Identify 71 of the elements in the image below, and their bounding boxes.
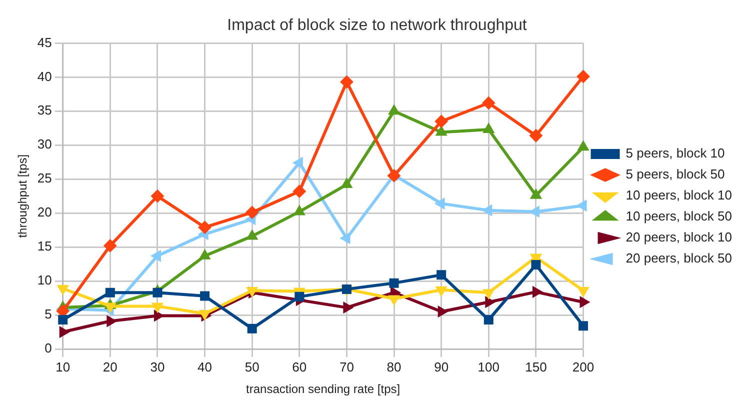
point [294, 205, 306, 216]
point [484, 315, 494, 325]
point [434, 114, 448, 128]
point [531, 260, 541, 270]
y-tick-label: 5 [44, 306, 52, 322]
point [343, 302, 354, 314]
point [436, 270, 446, 280]
y-tick-label: 35 [37, 102, 52, 118]
point [532, 286, 542, 298]
legend-label: 20 peers, block 10 [626, 230, 732, 245]
point [247, 324, 257, 334]
point [154, 310, 164, 322]
legend-label: 10 peers, block 10 [626, 188, 732, 203]
point [292, 184, 306, 198]
point [580, 296, 590, 308]
point [199, 249, 210, 260]
point [388, 169, 401, 182]
point [58, 315, 68, 325]
point [578, 321, 588, 331]
point [246, 206, 259, 219]
point [340, 75, 354, 88]
legend-label: 20 peers, block 50 [626, 250, 732, 266]
point [389, 278, 399, 288]
point [106, 315, 117, 327]
point [152, 288, 162, 298]
x-tick-label: 20 [102, 359, 118, 374]
point [482, 96, 496, 110]
x-tick-label: 200 [572, 359, 594, 374]
point [341, 178, 352, 188]
y-tick-label: 20 [37, 204, 52, 220]
x-tick-label: 10 [56, 359, 70, 374]
point [436, 126, 448, 136]
point [294, 292, 304, 302]
point [198, 220, 212, 234]
point [438, 306, 448, 318]
x-tick-label: 100 [478, 359, 500, 374]
y-axis-title: throughput [tps] [16, 154, 30, 238]
y-tick-label: 45 [37, 34, 52, 50]
point [482, 123, 494, 134]
point [246, 230, 258, 240]
x-tick-label: 80 [386, 359, 402, 374]
point [200, 291, 210, 301]
legend-label: 10 peers, block 50 [626, 208, 732, 224]
x-axis-title: transaction sending rate [tps] [246, 382, 400, 396]
legend-label: 5 peers, block 50 [626, 166, 725, 182]
point [485, 296, 496, 308]
x-tick-label: 40 [198, 359, 212, 374]
y-tick-label: 10 [37, 272, 52, 288]
point [530, 188, 542, 199]
x-tick-label: 150 [525, 359, 547, 374]
point [342, 284, 352, 294]
x-tick-label: 60 [292, 359, 307, 374]
point [59, 326, 70, 338]
y-tick-label: 25 [37, 170, 52, 186]
y-tick-label: 40 [37, 68, 52, 84]
point [150, 190, 164, 203]
x-tick-label: 70 [339, 359, 354, 374]
y-tick-label: 15 [37, 238, 52, 254]
point [578, 140, 589, 151]
y-tick-label: 30 [37, 136, 52, 152]
y-tick-label: 0 [44, 340, 52, 356]
x-tick-label: 90 [434, 359, 449, 374]
point [529, 129, 542, 142]
chart-title: Impact of block size to network throughput [227, 17, 528, 34]
point [388, 104, 400, 115]
point [576, 70, 590, 83]
point [104, 239, 117, 252]
point [105, 288, 115, 298]
x-tick-label: 50 [244, 359, 260, 374]
x-tick-label: 30 [150, 359, 165, 374]
legend-label: 5 peers, block 10 [626, 146, 725, 161]
